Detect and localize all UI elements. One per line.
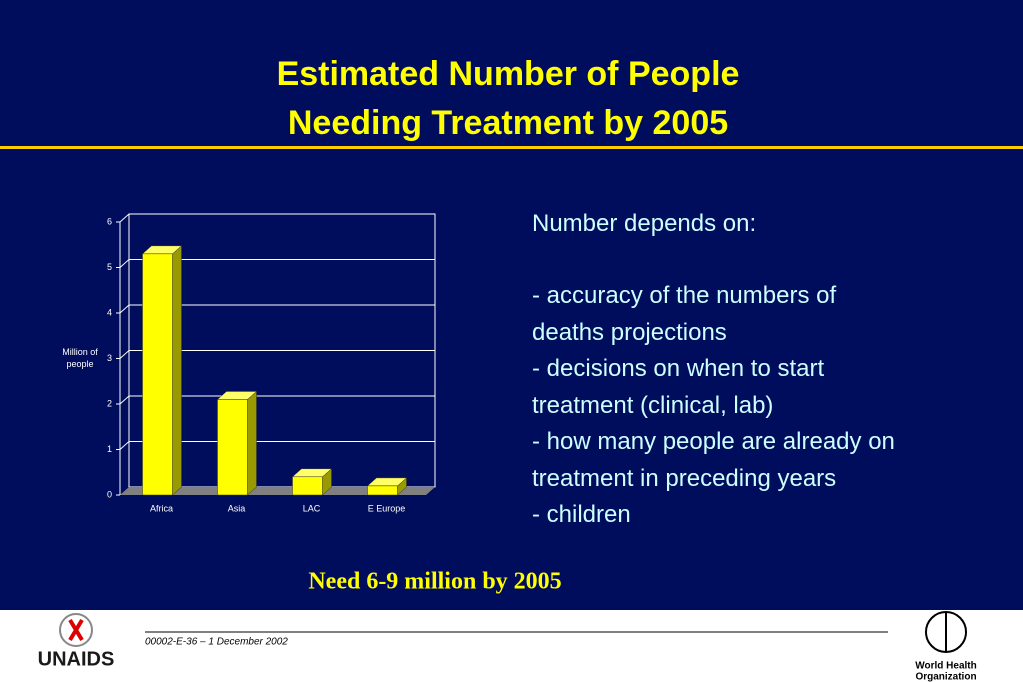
note-line: - decisions on when to start [532, 355, 825, 382]
title-rule [0, 146, 1023, 149]
notes-heading: Number depends on: [532, 210, 757, 237]
footer [0, 610, 1023, 682]
x-tick-label: Africa [150, 503, 173, 513]
grid-line [119, 259, 130, 268]
note-line: treatment (clinical, lab) [532, 391, 774, 419]
y-tick-label: 6 [107, 216, 112, 226]
title-line: Needing Treatment by 2005 [288, 104, 728, 142]
callout: Need 6-9 million by 2005 [308, 569, 561, 595]
note-line: - accuracy of the numbers of [532, 282, 837, 309]
bar [217, 399, 248, 496]
who-logo: World Health Organization [915, 611, 977, 682]
note-line: - children [532, 501, 631, 528]
grid-line [119, 395, 130, 405]
footer-code: 00002-E-36 – 1 December 2002 [145, 637, 288, 648]
bar [292, 476, 323, 496]
grid-line [119, 213, 130, 223]
note-line: - how many people are already on [532, 428, 895, 455]
bar-side [247, 390, 257, 496]
grid-line [119, 304, 130, 314]
grid-line [119, 441, 130, 450]
y-tick-label: 0 [107, 489, 112, 499]
bar [142, 253, 173, 496]
y-axis-label: Million of people [62, 347, 98, 369]
grid-line [119, 350, 130, 359]
x-tick-label: LAC [303, 503, 321, 513]
x-tick-label: Asia [228, 503, 246, 513]
bar [367, 485, 398, 496]
y-tick-label: 3 [107, 353, 112, 363]
title-line: Estimated Number of People [277, 55, 740, 93]
logo-text: Organization [915, 672, 976, 682]
y-tick-label: 1 [107, 444, 112, 454]
unaids-logo: UNAIDS [38, 613, 115, 670]
logo-text: UNAIDS [38, 648, 115, 670]
y-tick-label: 4 [107, 307, 112, 317]
x-tick-label: E Europe [368, 503, 406, 513]
bar-side [172, 245, 182, 496]
note-line: deaths projections [532, 318, 727, 346]
note-line: treatment in preceding years [532, 464, 837, 492]
floor [120, 487, 435, 495]
y-tick-label: 5 [107, 262, 112, 272]
logo-text: World Health [915, 661, 976, 672]
y-tick-label: 2 [107, 398, 112, 408]
